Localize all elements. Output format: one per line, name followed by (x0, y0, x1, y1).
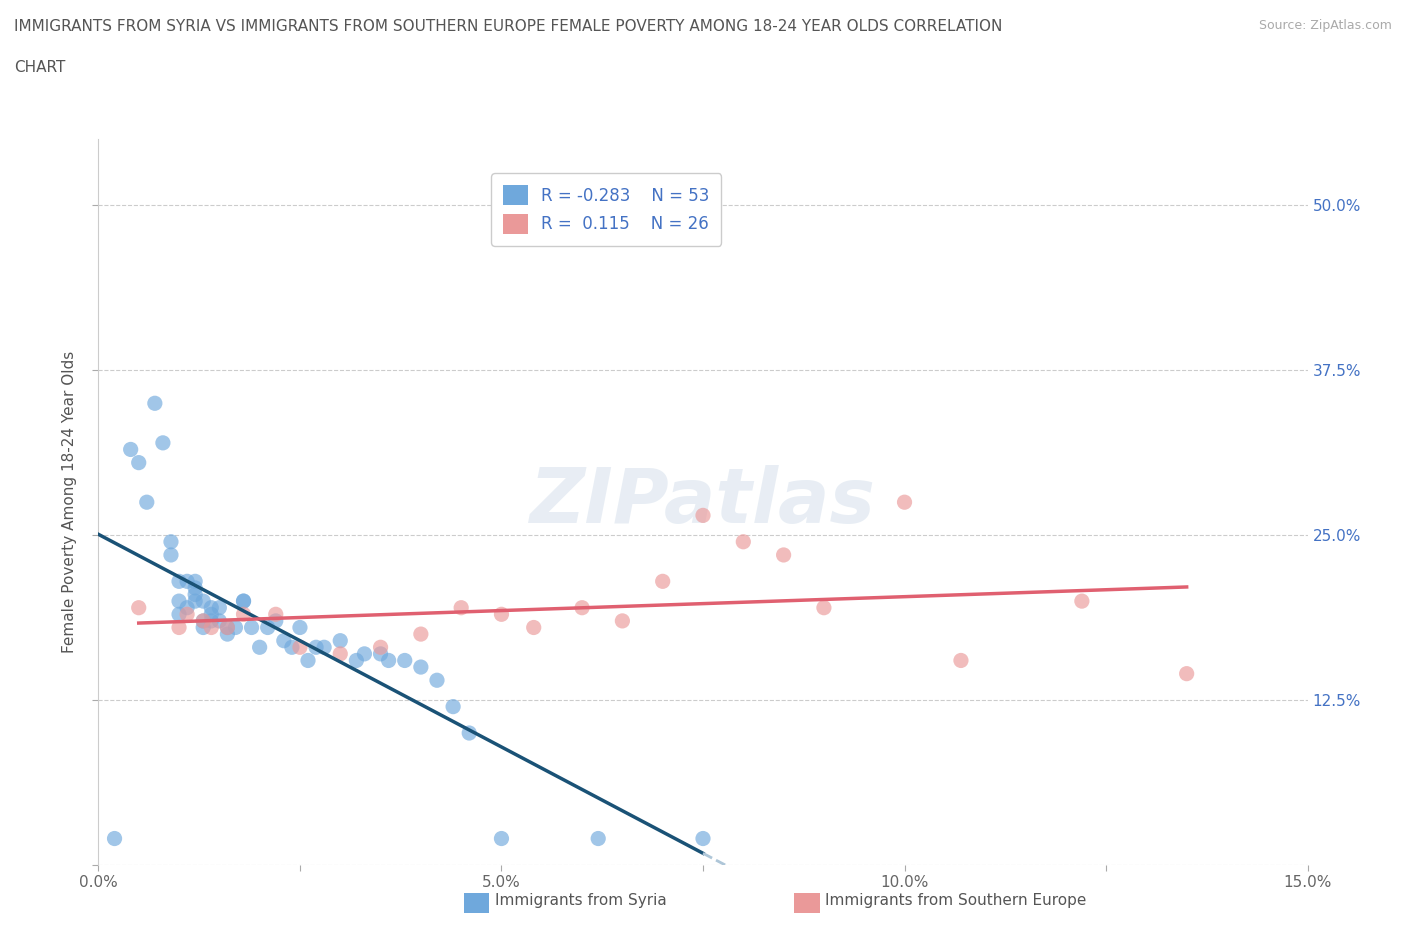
Point (208, 614, 231, 629)
Point (377, 653, 399, 668)
Point (288, 640, 311, 655)
Point (458, 725, 481, 740)
Point (409, 627, 432, 642)
Point (733, 535, 755, 550)
Point (200, 600, 222, 615)
Point (208, 600, 231, 615)
Point (249, 640, 271, 655)
Point (193, 614, 215, 629)
Text: IMMIGRANTS FROM SYRIA VS IMMIGRANTS FROM SOUTHERN EUROPE FEMALE POVERTY AMONG 18: IMMIGRANTS FROM SYRIA VS IMMIGRANTS FROM… (14, 19, 1002, 33)
Text: CHART: CHART (14, 60, 66, 75)
Point (224, 620, 246, 635)
Point (167, 607, 190, 622)
Point (264, 607, 287, 622)
Point (651, 574, 673, 589)
Point (232, 593, 254, 608)
Point (152, 435, 174, 450)
Point (288, 620, 311, 635)
Point (103, 831, 125, 846)
Point (217, 620, 239, 635)
Point (120, 442, 142, 457)
Point (232, 593, 254, 608)
Point (353, 646, 375, 661)
Point (176, 607, 198, 622)
Point (893, 495, 915, 510)
Text: Source: ZipAtlas.com: Source: ZipAtlas.com (1258, 19, 1392, 32)
Point (200, 607, 222, 622)
Point (426, 672, 449, 687)
Point (523, 620, 546, 635)
Point (167, 574, 190, 589)
Point (184, 574, 207, 589)
Point (200, 620, 222, 635)
Point (167, 593, 190, 608)
Point (176, 600, 198, 615)
Point (586, 831, 609, 846)
Point (491, 607, 513, 622)
Text: ZIPatlas: ZIPatlas (530, 465, 876, 539)
Point (813, 600, 835, 615)
Point (160, 535, 183, 550)
Point (692, 508, 714, 523)
Point (128, 600, 150, 615)
Point (264, 614, 287, 629)
Point (305, 640, 328, 655)
Point (143, 396, 166, 411)
Point (297, 653, 319, 668)
Point (273, 633, 295, 648)
Point (344, 653, 367, 668)
Point (193, 614, 215, 629)
Text: Immigrants from Syria: Immigrants from Syria (495, 893, 666, 908)
Point (184, 593, 207, 608)
Point (184, 580, 207, 595)
Point (184, 587, 207, 602)
Point (256, 620, 278, 635)
Point (1070, 593, 1092, 608)
Point (450, 600, 472, 615)
Point (193, 593, 215, 608)
Point (370, 640, 392, 655)
Point (692, 831, 714, 846)
Point (135, 495, 157, 510)
Point (128, 455, 150, 470)
Point (329, 646, 352, 661)
Point (167, 620, 190, 635)
Point (441, 699, 464, 714)
Point (409, 659, 432, 674)
Point (232, 607, 254, 622)
Point (217, 627, 239, 642)
Point (370, 646, 392, 661)
Point (949, 653, 972, 668)
Point (772, 548, 794, 563)
Point (281, 640, 304, 655)
Point (612, 614, 634, 629)
Legend: R = -0.283    N = 53, R =  0.115    N = 26: R = -0.283 N = 53, R = 0.115 N = 26 (491, 173, 721, 246)
Point (240, 620, 263, 635)
Point (329, 633, 352, 648)
Point (193, 620, 215, 635)
Text: Immigrants from Southern Europe: Immigrants from Southern Europe (825, 893, 1087, 908)
Point (200, 614, 222, 629)
Point (217, 620, 239, 635)
Point (394, 653, 416, 668)
Point (160, 548, 183, 563)
Y-axis label: Female Poverty Among 18-24 Year Olds: Female Poverty Among 18-24 Year Olds (62, 352, 77, 653)
Point (176, 574, 198, 589)
Point (314, 640, 336, 655)
Point (571, 600, 593, 615)
Point (1175, 666, 1198, 681)
Point (491, 831, 513, 846)
